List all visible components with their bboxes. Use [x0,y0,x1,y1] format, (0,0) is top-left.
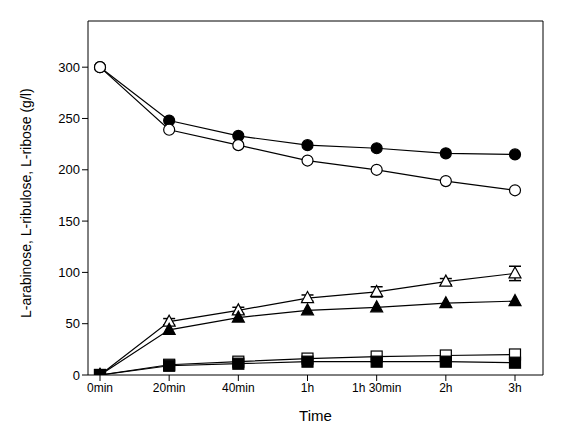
svg-text:L-arabinose, L-ribulose, L-rib: L-arabinose, L-ribulose, L-ribose (g/l) [18,88,34,318]
svg-text:0min: 0min [87,381,113,395]
svg-text:50: 50 [66,316,80,331]
svg-text:3h: 3h [508,381,521,395]
svg-text:0: 0 [73,368,80,383]
svg-text:150: 150 [58,214,80,229]
svg-text:1h 30min: 1h 30min [352,381,401,395]
svg-text:250: 250 [58,111,80,126]
svg-text:20min: 20min [153,381,186,395]
svg-text:2h: 2h [439,381,452,395]
svg-text:300: 300 [58,60,80,75]
svg-text:1h: 1h [301,381,314,395]
svg-text:Time: Time [299,407,332,424]
svg-text:40min: 40min [222,381,255,395]
svg-text:200: 200 [58,162,80,177]
svg-text:100: 100 [58,265,80,280]
